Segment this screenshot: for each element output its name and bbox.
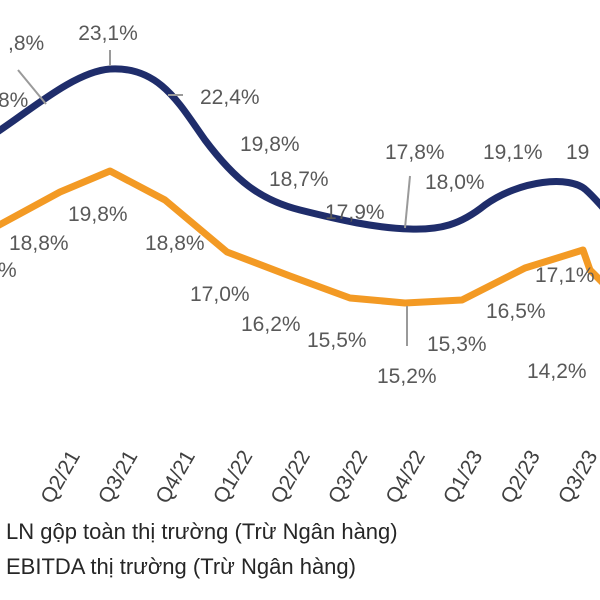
x-tick-label: Q4/22 [381, 446, 430, 507]
x-tick-label: Q2/21 [36, 446, 85, 507]
data-labels-gross-profit: 23,1% 22,4% 19,8% 18,7% 17,9% 17,8% 18,0… [78, 22, 589, 224]
data-label: 16,2% [241, 313, 301, 336]
data-label: 19,8% [68, 203, 128, 226]
x-tick-label: Q4/21 [151, 446, 200, 507]
data-label: 18,8% [9, 232, 69, 255]
data-label: 19,8% [240, 133, 300, 156]
leader-lines [17, 50, 411, 346]
data-label: 17,1% [535, 264, 595, 287]
legend-label-ebitda: EBITDA thị trường (Trừ Ngân hàng) [6, 554, 356, 579]
x-tick-label: Q2/23 [496, 446, 545, 507]
data-label: 18,8% [145, 232, 205, 255]
x-tick-label: Q2/22 [266, 446, 315, 507]
data-label: 16,5% [486, 300, 546, 323]
data-label: 22,4% [200, 86, 260, 109]
data-label: 19,1% [483, 141, 543, 164]
data-label: 19 [566, 141, 589, 164]
legend-label-gross-profit: LN gộp toàn thị trường (Trừ Ngân hàng) [6, 519, 398, 544]
data-label: 18,7% [269, 168, 329, 191]
data-label: 17,9% [325, 201, 385, 224]
x-tick-label: Q1/22 [209, 446, 258, 507]
series-line-ebitda [0, 167, 600, 307]
series-line-gross-profit [0, 65, 600, 233]
x-tick-label: Q3/22 [324, 446, 373, 507]
x-axis-tick-labels: Q2/21 Q3/21 Q4/21 Q1/22 Q2/22 Q3/22 Q4/22 Q1/23… [36, 446, 600, 507]
data-label: % [0, 259, 17, 282]
x-tick-label: Q3/23 [554, 446, 600, 507]
data-label: 23,1% [78, 22, 138, 45]
edge-labels: ,8% 8% 18,8% % 14,2% [0, 32, 587, 383]
legend: LN gộp toàn thị trường (Trừ Ngân hàng) E… [6, 519, 398, 579]
data-labels-ebitda: 19,8% 18,8% 17,0% 16,2% 15,5% 15,2% 15,3… [68, 203, 595, 388]
data-label: 18,0% [425, 171, 485, 194]
data-label: 17,8% [385, 141, 445, 164]
data-label: 15,5% [307, 329, 367, 352]
data-label: 8% [0, 89, 28, 112]
x-tick-label: Q3/21 [94, 446, 143, 507]
x-tick-label: Q1/23 [439, 446, 488, 507]
data-label: 14,2% [527, 360, 587, 383]
data-label: 15,2% [377, 365, 437, 388]
data-label: ,8% [8, 32, 44, 55]
data-label: 15,3% [427, 333, 487, 356]
data-label: 17,0% [190, 283, 250, 306]
